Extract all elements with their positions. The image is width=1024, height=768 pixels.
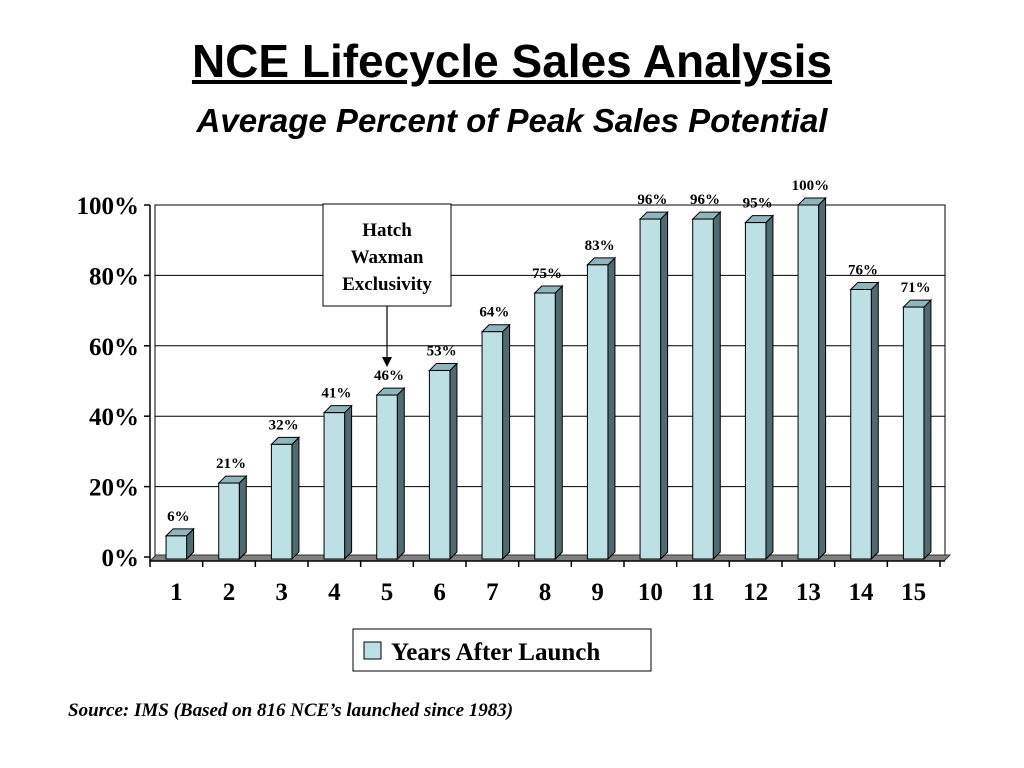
bar-front	[586, 264, 609, 560]
x-tick-label: 12	[743, 579, 768, 606]
bar-side	[765, 214, 774, 561]
bar-side	[344, 404, 353, 561]
bar	[849, 281, 880, 561]
bar-side	[607, 256, 616, 561]
data-label: 76%	[848, 262, 878, 278]
bar-side	[291, 436, 300, 561]
legend-box	[352, 628, 652, 672]
x-tick-label: 6	[433, 579, 446, 606]
legend: Years After Launch	[352, 628, 652, 672]
data-label: 32%	[269, 417, 299, 433]
source-note: Source: IMS (Based on 816 NCE’s launched…	[68, 700, 514, 721]
bar-front	[797, 204, 820, 560]
y-tick-label: 80%	[89, 263, 139, 290]
y-tick-label: 40%	[89, 404, 139, 431]
x-tick-label: 15	[901, 579, 926, 606]
legend-swatch	[363, 641, 382, 660]
bar-front	[270, 443, 293, 560]
x-tick-label: 14	[849, 579, 875, 606]
x-tick-label: 1	[170, 579, 183, 606]
bar-side	[818, 196, 827, 561]
data-label: 95%	[743, 196, 773, 212]
bar-side	[712, 210, 721, 561]
chart-title: NCE Lifecycle Sales Analysis	[191, 35, 833, 87]
bar	[217, 474, 248, 561]
bar-side	[502, 323, 511, 561]
bar-front	[534, 292, 556, 560]
bar-front	[639, 218, 662, 560]
bar-front	[323, 412, 346, 560]
bar	[638, 210, 669, 561]
bar	[375, 386, 406, 561]
bar-side	[554, 284, 563, 561]
data-label: 75%	[532, 266, 562, 282]
annotation-box	[322, 203, 452, 307]
data-label: 96%	[637, 192, 667, 208]
bar	[533, 284, 564, 561]
hatch-waxman-annotation: Hatch Waxman Exclusivity	[322, 203, 452, 367]
data-label: 6%	[167, 509, 190, 525]
x-tick-label: 5	[381, 579, 394, 606]
bar-side	[238, 474, 247, 561]
bar	[270, 436, 301, 561]
x-tick-label: 13	[796, 579, 821, 606]
data-label: 53%	[427, 343, 457, 359]
bar-side	[449, 362, 458, 561]
bar-front	[744, 222, 767, 560]
chart-subtitle: Average Percent of Peak Sales Potential	[196, 102, 828, 139]
bar-side	[923, 298, 932, 561]
data-label: 21%	[216, 456, 246, 472]
x-tick-label: 7	[486, 579, 499, 606]
data-label: 64%	[479, 305, 509, 321]
bar-side	[870, 281, 879, 561]
legend-label: Years After Launch	[391, 639, 600, 666]
axes	[144, 204, 945, 567]
x-tick-labels: 1 2 3 4 5 6 7 8 9 10 11 12 13 14 15	[170, 579, 926, 606]
bar-front	[692, 218, 714, 560]
y-tick-label: 0%	[102, 545, 140, 572]
data-label: 100%	[792, 178, 830, 194]
bar	[691, 210, 722, 561]
bar	[428, 362, 459, 561]
data-label: 46%	[374, 368, 404, 384]
bar	[744, 214, 775, 561]
bar	[796, 196, 827, 561]
y-tick-label: 20%	[89, 475, 139, 502]
bar-front	[850, 288, 872, 560]
bar	[322, 404, 353, 561]
bar-side	[396, 386, 405, 561]
bar-side	[660, 210, 669, 561]
bar-front	[428, 369, 451, 560]
bar-front	[165, 535, 188, 560]
data-label: 41%	[321, 386, 351, 402]
x-tick-label: 11	[691, 579, 715, 606]
annotation-text: Exclusivity	[342, 274, 432, 295]
x-tick-label: 4	[328, 579, 341, 606]
bar	[480, 323, 511, 561]
bar	[902, 298, 933, 561]
annotation-text: Hatch	[362, 220, 412, 241]
bar	[164, 527, 195, 561]
bar	[586, 256, 617, 561]
data-label: 96%	[690, 192, 720, 208]
bar-front	[481, 331, 504, 560]
x-tick-label: 2	[223, 579, 236, 606]
x-tick-label: 8	[539, 579, 552, 606]
data-labels: 6% 21% 32% 41% 46% 53% 64% 75% 83% 96% 96% 95% 100% 7…	[167, 178, 931, 525]
y-tick-label: 60%	[89, 334, 139, 361]
x-tick-label: 3	[275, 579, 288, 606]
bars	[164, 196, 933, 561]
bar-front	[218, 482, 240, 560]
data-label: 71%	[901, 280, 931, 296]
bar-front	[902, 306, 925, 560]
y-tick-labels: 0% 20% 40% 60% 80% 100%	[77, 193, 140, 572]
y-tick-label: 100%	[77, 193, 140, 220]
x-tick-label: 10	[638, 579, 663, 606]
data-label: 83%	[585, 238, 615, 254]
annotation-arrow-head	[382, 357, 392, 367]
bar-front	[376, 394, 398, 560]
x-tick-label: 9	[591, 579, 604, 606]
annotation-text: Waxman	[351, 247, 424, 268]
